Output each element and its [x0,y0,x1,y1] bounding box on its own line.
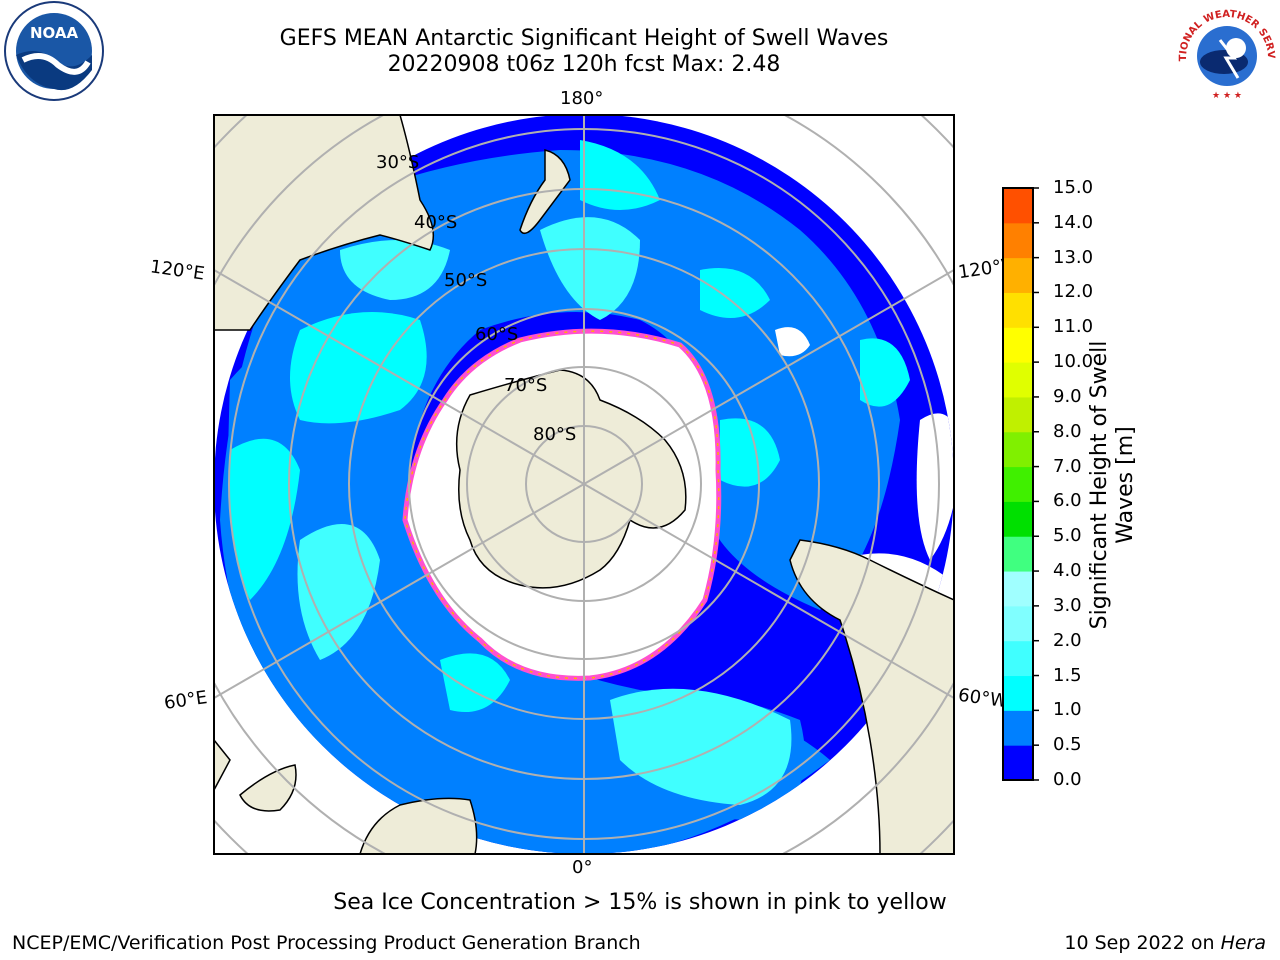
colorbar-segment [1003,431,1033,468]
footer-date: 10 Sep 2022 on Hera [1064,932,1266,954]
colorbar-segment [1003,466,1033,502]
lat-label-40s: 40°S [414,212,458,233]
colorbar-segment [1003,571,1033,607]
map-subtitle: 20220908 t06z 120h fcst Max: 2.48 [387,52,781,77]
colorbar-tick-label: 0.5 [1053,734,1082,756]
colorbar-segment [1003,536,1033,572]
colorbar-segment [1003,188,1033,224]
colorbar-segment [1003,640,1033,677]
colorbar-tick-label: 0.0 [1053,769,1082,790]
colorbar-segment [1003,745,1033,781]
noaa-logo-text: NOAA [30,24,79,42]
colorbar-segment [1003,605,1033,642]
map-title: GEFS MEAN Antarctic Significant Height o… [279,26,889,51]
longitude-gridlines [214,115,954,854]
map-frame [213,114,955,855]
colorbar-tick-label: 4.0 [1053,560,1082,582]
colorbar-tick-label: 6.0 [1053,490,1082,512]
lat-label-30s: 30°S [376,152,420,173]
colorbar-tick-label: 14.0 [1053,211,1094,233]
colorbar-segment [1003,362,1033,398]
lon-label-180: 180° [560,88,604,109]
footer-credit: NCEP/EMC/Verification Post Processing Pr… [12,932,641,954]
lat-label-80s: 80°S [533,424,577,445]
colorbar-tick-label: 10.0 [1053,351,1094,373]
lat-label-60s: 60°S [475,324,519,345]
colorbar-segment [1003,222,1033,259]
sea-ice-note: Sea Ice Concentration > 15% is shown in … [333,890,947,915]
colorbar-tick-label: 13.0 [1053,246,1094,268]
colorbar-segment [1003,292,1033,328]
colorbar-tick-label: 11.0 [1053,316,1094,338]
colorbar-tick-label: 8.0 [1053,420,1082,442]
colorbar-tick-label: 1.5 [1053,664,1082,686]
colorbar-frame [1002,187,1034,781]
colorbar-tick-label: 1.0 [1053,699,1082,721]
lon-label-0: 0° [572,857,593,878]
colorbar-segment [1003,675,1033,711]
colorbar-segment [1003,501,1033,537]
colorbar [1002,187,1039,781]
colorbar-segment [1003,710,1033,746]
colorbar-tick-label: 12.0 [1053,281,1094,303]
colorbar-tick-label: 15.0 [1053,177,1094,198]
lat-label-70s: 70°S [504,375,548,396]
colorbar-tick-label: 7.0 [1053,455,1082,477]
colorbar-tick-label: 9.0 [1053,385,1082,407]
lat-label-50s: 50°S [444,270,488,291]
noaa-logo-icon: NOAA [4,1,104,101]
colorbar-tick-label: 5.0 [1053,525,1082,547]
colorbar-tick-label: 3.0 [1053,594,1082,616]
nws-logo-icon: NATIONAL WEATHER SERVICE ★ ★ ★ [1176,0,1276,101]
australia-landmass [214,115,435,331]
colorbar-segment [1003,396,1033,433]
colorbar-segment [1003,257,1033,293]
colorbar-segment [1003,327,1033,363]
footer-machine: Hera [1220,932,1266,954]
colorbar-tick-label: 2.0 [1053,629,1082,651]
svg-text:★ ★ ★: ★ ★ ★ [1212,91,1242,101]
